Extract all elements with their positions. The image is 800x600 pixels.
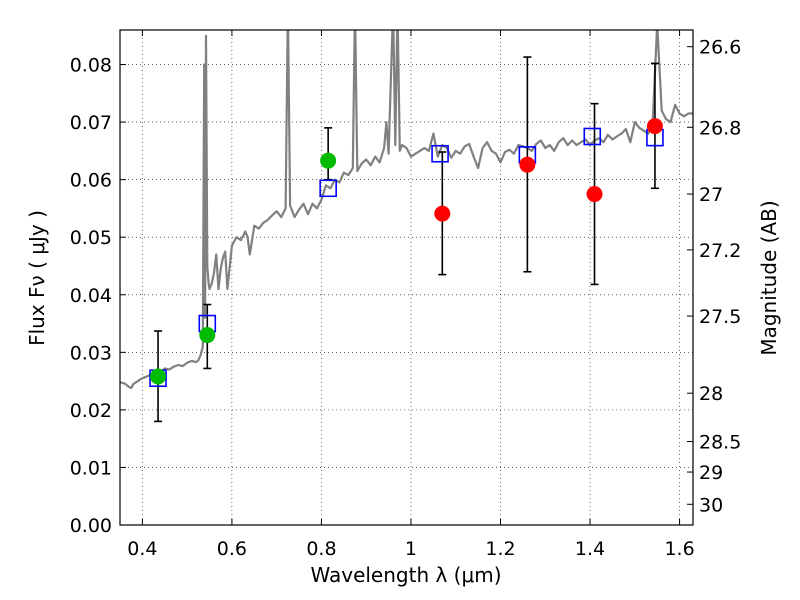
- y-tick-label: 0.02: [70, 400, 112, 422]
- y-tick-label: 0.05: [70, 227, 112, 249]
- y2-tick-label: 26.8: [699, 117, 741, 139]
- observed-optical-point: [199, 327, 216, 344]
- x-tick-label: 1: [405, 538, 417, 560]
- observed-nir-point: [434, 205, 451, 222]
- x-tick-label: 1.4: [575, 538, 605, 560]
- y2-tick-label: 28: [699, 383, 723, 405]
- x-axis-label: Wavelength λ (μm): [310, 563, 501, 587]
- x-tick-label: 1.6: [664, 538, 694, 560]
- error-bars: [154, 56, 659, 423]
- y2-tick-label: 27: [699, 184, 723, 206]
- y2-tick-label: 28.5: [699, 432, 741, 454]
- y-tick-label: 0.04: [70, 285, 112, 307]
- model-photometry-marker: [319, 179, 337, 198]
- y2-tick-label: 29: [699, 462, 723, 484]
- x-tick-label: 1.2: [485, 538, 515, 560]
- observed-optical-point: [320, 152, 337, 169]
- x-tick-label: 0.4: [127, 538, 157, 560]
- markers: [149, 118, 664, 388]
- y2-tick-label: 27.5: [699, 306, 741, 328]
- x-tick-label: 0.8: [306, 538, 336, 560]
- y-tick-label: 0.06: [70, 170, 112, 192]
- y2-axis-label: Magnitude (AB): [757, 200, 781, 355]
- y-tick-label: 0.00: [70, 515, 112, 537]
- model-photometry-marker: [431, 144, 449, 163]
- y2-tick-label: 26.6: [699, 37, 741, 59]
- observed-nir-point: [586, 186, 603, 203]
- y2-tick-label: 30: [699, 494, 723, 516]
- grid: [120, 30, 693, 526]
- y-tick-label: 0.08: [70, 55, 112, 77]
- y2-tick-label: 27.2: [699, 240, 741, 262]
- observed-nir-point: [646, 118, 663, 135]
- ticks: 0.4 0.6 0.8 1 1.2 1.4 1.6 0.00 0.01 0.02 0.03 0.04 0…: [70, 30, 741, 560]
- x-tick-label: 0.6: [217, 538, 247, 560]
- plot-frame: [119, 29, 694, 526]
- y-tick-label: 0.01: [70, 457, 112, 479]
- y-tick-label: 0.03: [70, 342, 112, 364]
- observed-optical-point: [150, 368, 167, 385]
- model-photometry-marker: [583, 127, 602, 146]
- y-tick-label: 0.07: [70, 112, 112, 134]
- y-axis-label: Flux Fν ( μJy ): [25, 210, 49, 346]
- observed-nir-point: [519, 156, 536, 173]
